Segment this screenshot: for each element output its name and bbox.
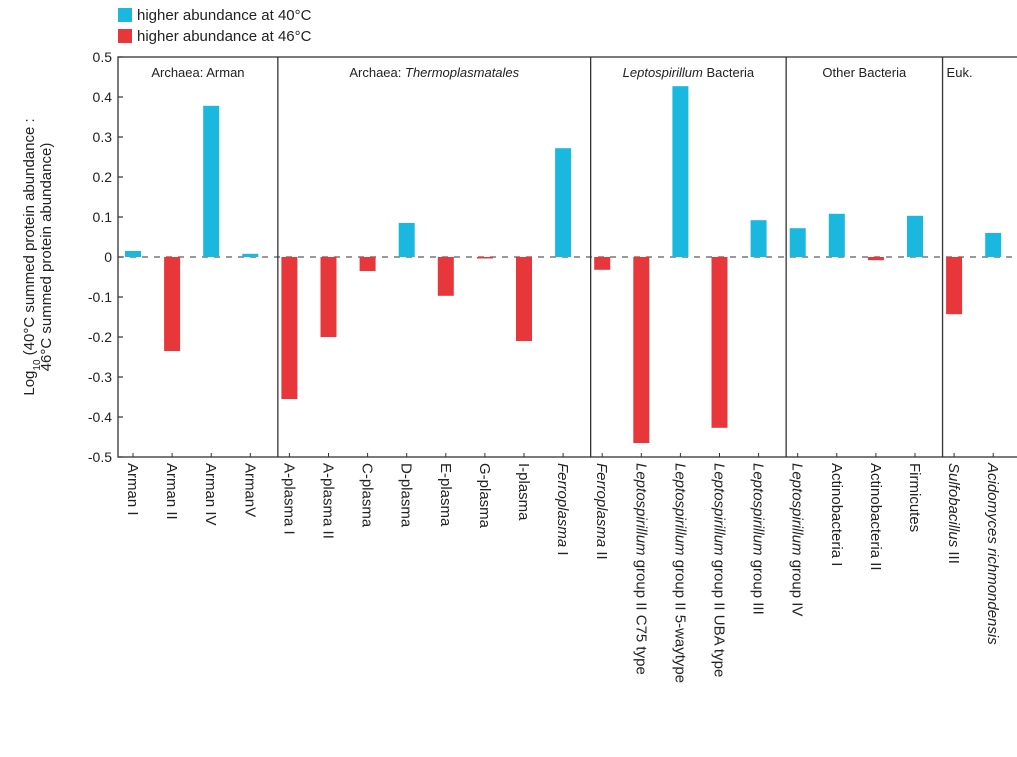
- y-tick-label: 0.2: [93, 169, 113, 185]
- bar: [711, 257, 728, 428]
- y-axis: 0.5 0.4 0.3 0.2 0.1 0 -0.1 -0.2 -0.3 -0.4 -0.5: [88, 49, 123, 465]
- bar: [516, 257, 532, 341]
- y-tick-label: -0.1: [88, 289, 112, 305]
- bar: [203, 105, 220, 257]
- bar: [789, 228, 806, 257]
- bars: [125, 86, 1002, 443]
- x-tick-label: Arman IV: [202, 463, 219, 526]
- group-label: Archaea: Thermoplasmatales: [349, 65, 519, 80]
- x-tick-label: Acidomyces richmondensis: [984, 462, 1001, 645]
- x-tick-label: Sulfobacillus III: [945, 463, 962, 564]
- group-label: Euk.: [947, 65, 973, 80]
- bar: [359, 257, 376, 271]
- legend-swatch: [118, 8, 132, 22]
- group-label: Archaea: Arman: [151, 65, 244, 80]
- x-tick-label: E-plasma: [437, 463, 454, 527]
- x-tick-label: Leptospirillum group II 5-waytype: [671, 463, 688, 683]
- bar: [867, 257, 884, 261]
- bar: [985, 233, 1002, 257]
- x-tick-label: Firmicutes: [906, 463, 923, 532]
- x-tick-label: Actinobacteria II: [867, 463, 884, 571]
- x-tick-label: Leptospirillum group II UBA type: [711, 463, 728, 677]
- x-tick-label: A-plasma II: [320, 463, 337, 539]
- x-tick-label: Arman II: [163, 463, 180, 520]
- group-label: Leptospirillum Bacteria: [623, 65, 755, 80]
- bar: [594, 257, 611, 270]
- group-label: Other Bacteria: [822, 65, 907, 80]
- bar: [125, 251, 141, 257]
- x-tick-label: Leptospirillum group IV: [789, 463, 806, 616]
- bar: [946, 257, 963, 315]
- bar: [242, 253, 259, 257]
- x-tick-label: Arman I: [124, 463, 141, 516]
- legend-label: higher abundance at 46°C: [137, 28, 312, 45]
- x-tick-label: C-plasma: [359, 463, 376, 528]
- y-tick-label: 0.1: [93, 209, 113, 225]
- y-axis-label-line2: 46°C summed protein abundance): [38, 143, 55, 372]
- x-tick-label: D-plasma: [398, 463, 415, 528]
- y-tick-label: -0.4: [88, 409, 112, 425]
- y-tick-label: 0.4: [93, 89, 113, 105]
- x-tick-label: Leptospirillum group II C75 type: [632, 463, 649, 675]
- group-labels: Archaea: Arman Archaea: Thermoplasmatales…: [151, 57, 973, 457]
- bar: [398, 223, 415, 257]
- x-tick-label: ArmanV: [241, 463, 258, 517]
- x-tick-label: Actinobacteria I: [828, 463, 845, 566]
- bar: [555, 148, 572, 257]
- bar: [281, 257, 298, 399]
- y-axis-label-line1: Log10 (40°C summed protein abundance :: [21, 118, 43, 395]
- legend-label: higher abundance at 40°C: [137, 7, 312, 24]
- x-tick-label: Ferroplasma II: [593, 463, 610, 560]
- y-tick-label: -0.5: [88, 449, 112, 465]
- bar: [437, 257, 454, 296]
- y-tick-label: 0: [104, 249, 112, 265]
- y-axis-label: Log10 (40°C summed protein abundance :46…: [21, 118, 55, 395]
- x-tick-label: I-plasma: [515, 463, 532, 521]
- bar: [672, 86, 689, 257]
- x-tick-label: A-plasma I: [280, 463, 297, 535]
- legend: higher abundance at 40°C higher abundance…: [118, 7, 312, 45]
- bar: [320, 257, 337, 337]
- x-axis-labels: Arman I Arman II Arman IV ArmanV A-plasma I A…: [124, 453, 1001, 683]
- y-tick-label: -0.2: [88, 329, 112, 345]
- y-tick-label: 0.5: [93, 49, 113, 65]
- x-tick-label: Leptospirillum group III: [750, 463, 767, 615]
- y-tick-label: -0.3: [88, 369, 112, 385]
- x-tick-label: G-plasma: [476, 463, 493, 529]
- bar: [907, 215, 923, 257]
- bar: [750, 220, 767, 257]
- bar: [828, 213, 845, 257]
- legend-swatch: [118, 29, 132, 43]
- x-tick-label: Ferroplasma I: [554, 463, 571, 556]
- bar: [476, 257, 493, 259]
- bar: [633, 257, 650, 443]
- bar: [164, 257, 181, 351]
- y-tick-label: 0.3: [93, 129, 113, 145]
